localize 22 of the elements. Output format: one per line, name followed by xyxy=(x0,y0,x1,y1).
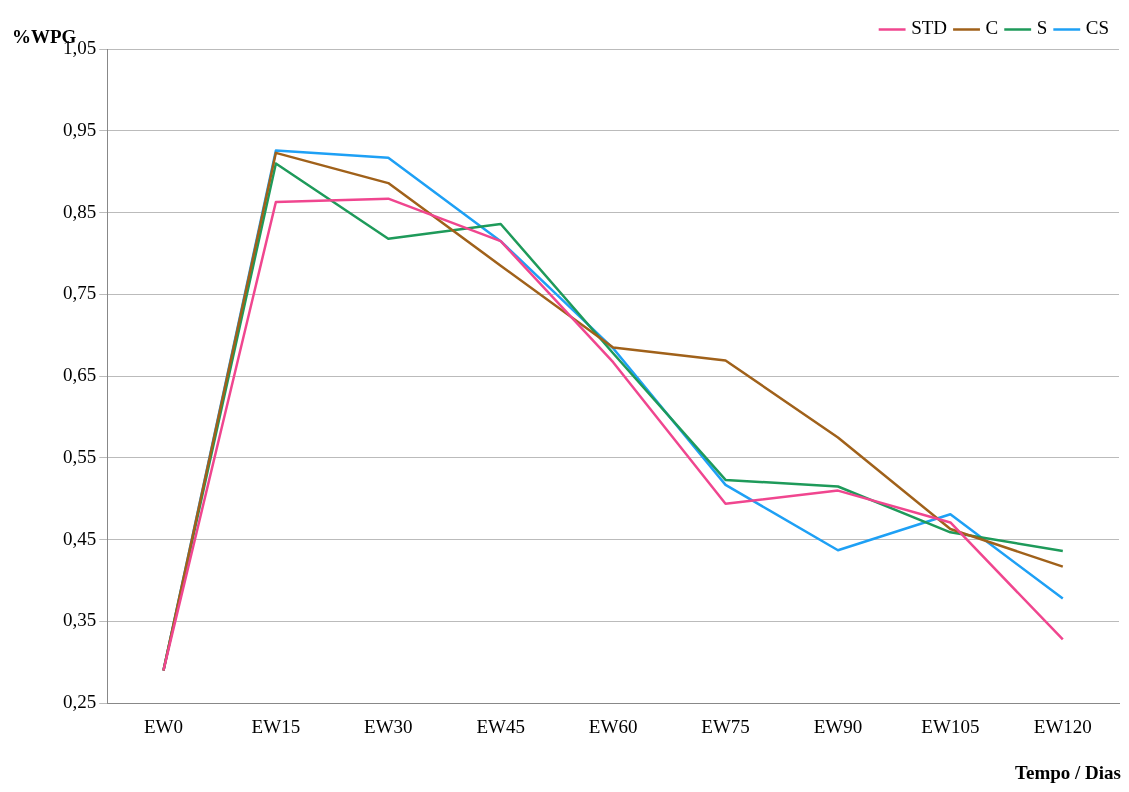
y-tick-label: 0,35 xyxy=(63,609,97,631)
x-tick-label: EW0 xyxy=(143,715,183,737)
legend-label: S xyxy=(1036,17,1048,39)
x-tick-label: EW90 xyxy=(813,715,863,737)
legend-label: CS xyxy=(1085,17,1110,39)
x-tick-label: EW60 xyxy=(588,715,638,737)
legend-label: STD xyxy=(911,17,948,39)
x-tick-label: EW105 xyxy=(921,715,980,737)
x-tick-label: EW15 xyxy=(251,715,301,737)
y-tick-label: 0,75 xyxy=(63,282,97,304)
x-axis-title: Tempo / Dias xyxy=(1015,762,1121,784)
y-tick-label: 0,85 xyxy=(63,200,97,222)
y-tick-label: 0,65 xyxy=(63,364,97,386)
legend-label: C xyxy=(985,17,999,39)
y-tick-label: 0,45 xyxy=(63,527,97,549)
y-tick-label: 0,25 xyxy=(63,691,97,713)
x-tick-label: EW45 xyxy=(476,715,525,737)
x-tick-label: EW120 xyxy=(1033,715,1092,737)
x-tick-label: EW75 xyxy=(701,715,750,737)
x-tick-label: EW30 xyxy=(364,715,413,737)
y-tick-label: 0,95 xyxy=(63,118,97,140)
y-tick-label: 0,55 xyxy=(63,445,97,467)
